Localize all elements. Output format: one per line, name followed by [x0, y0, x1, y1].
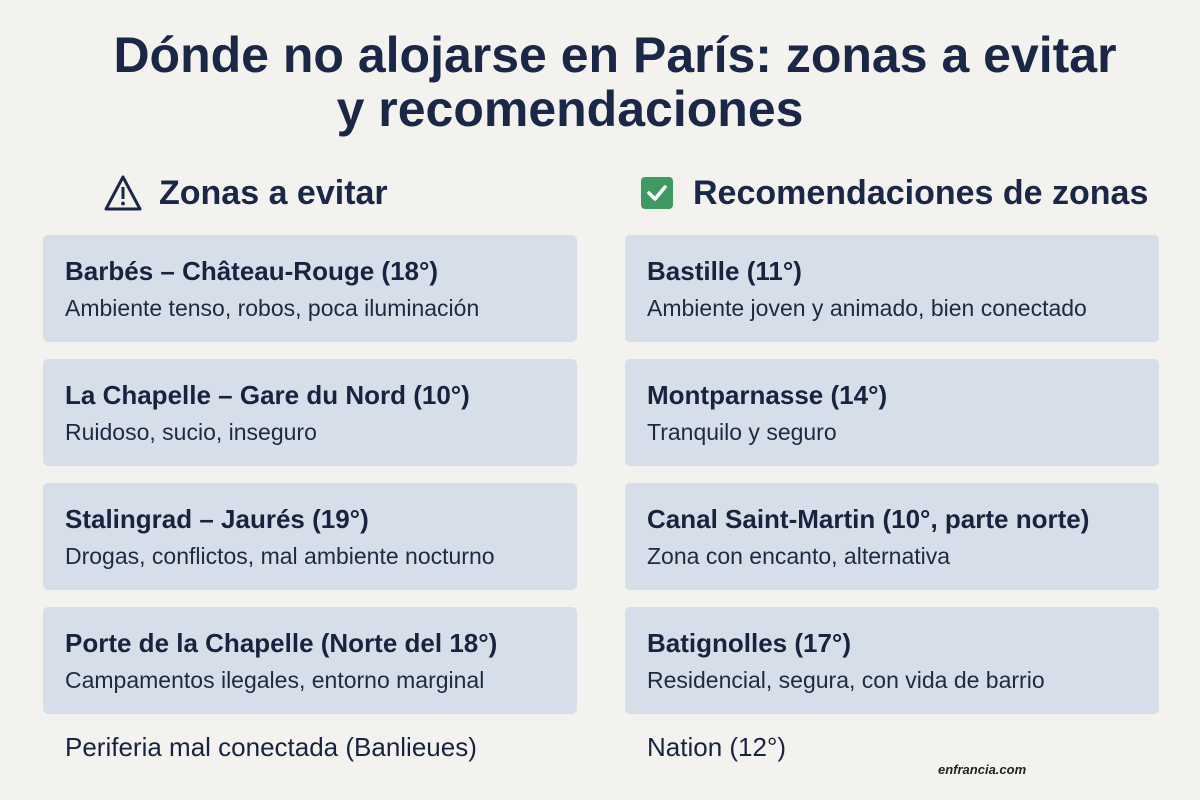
avoid-card: Stalingrad – Jaurés (19°) Drogas, conflic…: [43, 483, 577, 590]
zone-desc: Ruidoso, sucio, inseguro: [65, 419, 317, 445]
zone-name: Batignolles (17°): [647, 628, 851, 658]
avoid-heading: Zonas a evitar: [43, 168, 577, 218]
recommend-card: Montparnasse (14°) Tranquilo y seguro: [625, 359, 1159, 466]
zone-desc: Zona con encanto, alternativa: [647, 543, 951, 569]
green-check-icon: [637, 173, 677, 213]
zone-desc: Tranquilo y seguro: [647, 419, 837, 445]
avoid-column: Zonas a evitar Barbés – Château-Rouge (1…: [43, 168, 577, 764]
zone-name: Canal Saint-Martin (10°, parte norte): [647, 504, 1090, 534]
zone-desc: Residencial, segura, con vida de barrio: [647, 667, 1045, 693]
recommend-card: Batignolles (17°) Residencial, segura, co…: [625, 607, 1159, 714]
watermark: enfrancia.com: [938, 762, 1027, 777]
title-line-2: y recomendaciones: [336, 81, 804, 137]
avoid-heading-label: Zonas a evitar: [159, 173, 388, 212]
avoid-card: La Chapelle – Gare du Nord (10°) Ruidoso,…: [43, 359, 577, 466]
avoid-card: Barbés – Château-Rouge (18°) Ambiente ten…: [43, 235, 577, 342]
recommend-heading-label: Recomendaciones de zonas: [693, 173, 1149, 212]
recommend-heading: Recomendaciones de zonas: [625, 168, 1159, 218]
zone-name: Montparnasse (14°): [647, 380, 888, 410]
zone-name: Porte de la Chapelle (Norte del 18°): [65, 628, 498, 658]
title-line-1: Dónde no alojarse en París: zonas a evit…: [113, 27, 1117, 83]
zone-desc: Ambiente joven y animado, bien conectado: [647, 295, 1087, 321]
warning-triangle-icon: [103, 173, 143, 213]
zone-desc: Ambiente tenso, robos, poca iluminación: [65, 295, 480, 321]
zone-desc: Drogas, conflictos, mal ambiente nocturn…: [65, 543, 495, 569]
zone-name: Barbés – Château-Rouge (18°): [65, 256, 439, 286]
zone-name: Bastille (11°): [647, 256, 802, 286]
recommend-extra: Nation (12°): [647, 732, 787, 762]
zone-desc: Campamentos ilegales, entorno marginal: [65, 667, 485, 693]
zone-name: Stalingrad – Jaurés (19°): [65, 504, 369, 534]
recommend-card: Bastille (11°) Ambiente joven y animado, …: [625, 235, 1159, 342]
recommend-column: Recomendaciones de zonas Bastille (11°) A…: [625, 168, 1159, 764]
avoid-extra: Periferia mal conectada (Banlieues): [65, 732, 477, 762]
page-title: Dónde no alojarse en París: zonas a evit…: [0, 28, 1200, 136]
zone-name: La Chapelle – Gare du Nord (10°): [65, 380, 470, 410]
avoid-card: Porte de la Chapelle (Norte del 18°) Camp…: [43, 607, 577, 714]
recommend-card: Canal Saint-Martin (10°, parte norte) Zon…: [625, 483, 1159, 590]
